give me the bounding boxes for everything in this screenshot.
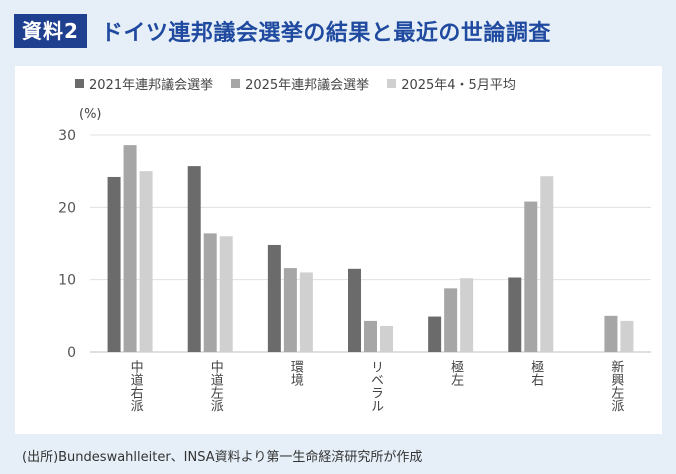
- legend-label-2021: 2021年連邦議会選挙: [89, 78, 214, 93]
- y-tick-label: 10: [58, 273, 76, 289]
- y-tick-label: 20: [58, 200, 76, 216]
- bar-series1-1: [187, 166, 201, 352]
- y-tick-label: 30: [58, 128, 76, 144]
- bar-series2-2: [283, 268, 297, 352]
- bar-series3-1: [219, 236, 233, 352]
- legend-label-poll: 2025年4・5月平均: [401, 78, 516, 93]
- x-tick-label: 極左: [448, 359, 464, 386]
- bar-series1-0: [107, 176, 121, 352]
- bar-series3-2: [299, 272, 313, 352]
- page-title: ドイツ連邦議会選挙の結果と最近の世論調査: [100, 21, 551, 46]
- bar-series3-5: [540, 176, 554, 352]
- chart-panel: 2021年連邦議会選挙 2025年連邦議会選挙 2025年4・5月平均 (%) …: [15, 66, 662, 434]
- bar-series1-3: [348, 268, 361, 352]
- bar-series3-0: [139, 171, 153, 352]
- legend-item-2025: 2025年連邦議会選挙: [231, 74, 369, 93]
- x-tick-label: 中道左派: [208, 360, 224, 412]
- figure-badge: 資料2: [14, 14, 87, 48]
- y-axis-unit: (%): [79, 107, 102, 122]
- bar-series1-5: [508, 277, 522, 352]
- legend-label-2025: 2025年連邦議会選挙: [245, 78, 370, 93]
- bar-series2-5: [524, 201, 538, 352]
- x-tick-label: 新興左派: [608, 359, 624, 412]
- bar-chart: 0 10 20 30 中道右派 中道左派 環境 リベラル 極左 極右 新興左派: [58, 128, 651, 412]
- bar-series3-6: [620, 320, 634, 352]
- legend-swatch-2021: [75, 79, 84, 88]
- legend-swatch-2025: [231, 79, 241, 88]
- bar-series2-6: [604, 315, 618, 352]
- legend-swatch-poll: [387, 79, 397, 88]
- bar-series2-3: [364, 320, 377, 352]
- bar-series1-4: [428, 316, 442, 352]
- bar-series2-1: [203, 233, 217, 352]
- x-tick-label: 中道右派: [128, 360, 144, 412]
- source-note: (出所)Bundeswahlleiter、INSA資料より第一生命経済研究所が作…: [22, 450, 423, 465]
- header: 資料2 ドイツ連邦議会選挙の結果と最近の世論調査: [14, 14, 551, 48]
- x-tick-label: リベラル: [368, 360, 384, 412]
- x-tick-label: 環境: [288, 360, 304, 386]
- bar-series2-0: [123, 145, 137, 352]
- bar-series2-4: [444, 288, 458, 352]
- bar-series3-3: [380, 325, 393, 352]
- bar-series3-4: [460, 278, 474, 352]
- legend-item-poll: 2025年4・5月平均: [387, 74, 516, 93]
- y-tick-label: 0: [67, 345, 76, 361]
- x-tick-label: 極右: [528, 359, 544, 386]
- chart-legend: 2021年連邦議会選挙 2025年連邦議会選挙 2025年4・5月平均: [75, 74, 516, 93]
- bar-series1-2: [267, 244, 281, 352]
- legend-item-2021: 2021年連邦議会選挙: [75, 74, 213, 93]
